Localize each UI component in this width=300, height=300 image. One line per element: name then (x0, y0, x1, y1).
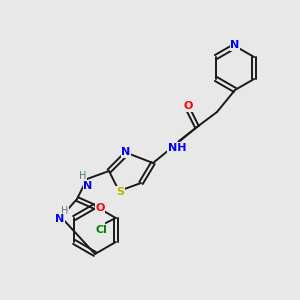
Text: N: N (230, 40, 240, 50)
Text: N: N (56, 214, 64, 224)
Text: N: N (122, 147, 130, 157)
Text: S: S (116, 187, 124, 197)
Text: H: H (61, 206, 69, 216)
Text: N: N (83, 181, 93, 191)
Text: O: O (95, 203, 105, 213)
Text: NH: NH (168, 143, 186, 153)
Text: H: H (79, 171, 87, 181)
Text: Cl: Cl (96, 225, 108, 235)
Text: O: O (183, 101, 193, 111)
